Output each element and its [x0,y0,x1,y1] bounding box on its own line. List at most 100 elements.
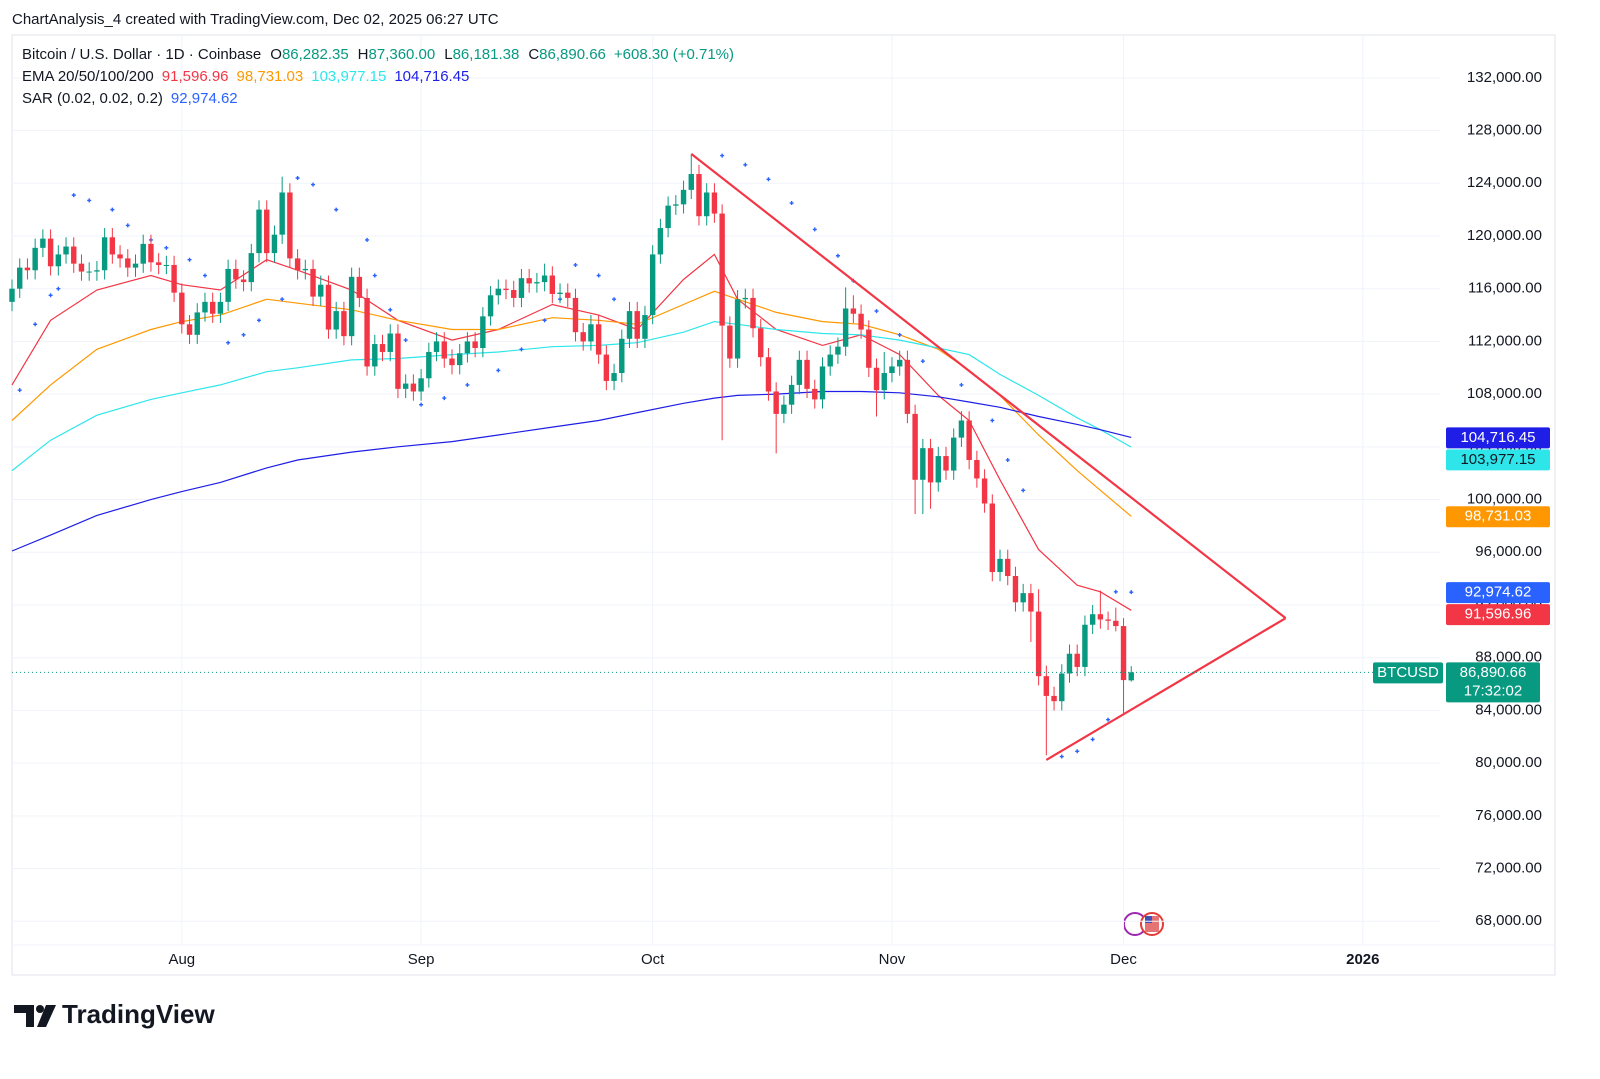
candle-body [773,391,779,414]
candle-body [920,448,926,480]
candle-body [943,456,949,471]
sar-dot [1005,458,1010,463]
candle-body [47,238,54,267]
candle-body [549,275,556,294]
candle-body [225,268,231,302]
candle-body [356,276,363,298]
sar-dot [1106,717,1111,722]
logo-dot [36,1005,44,1013]
frame [11,34,1556,976]
candle-body [1113,620,1119,627]
candle-body [842,308,849,347]
sar-dot [959,382,964,387]
candle-body [904,359,911,414]
candle-body [765,357,772,392]
candle-body [989,503,996,573]
candle-body [557,292,563,294]
candle-body [1012,575,1019,603]
sar-dot [110,207,115,212]
sar-dot [56,286,61,291]
symbol-tag [1373,662,1443,684]
logo [14,1005,56,1027]
candle-body [565,292,571,298]
sar-dot [612,297,617,302]
logo-mark [14,1005,34,1027]
candle-body [17,267,23,289]
sar-dot [1075,749,1080,754]
x-tick-label: Aug [168,951,195,968]
candle-body [271,234,278,254]
candle-body [742,297,748,300]
price-tag [1446,604,1550,626]
sar-dot [241,332,246,337]
sar-dot [372,273,377,278]
grid [12,35,1440,945]
price-tag [1446,582,1550,604]
candle-body [912,413,918,480]
candle-body [32,247,38,271]
candle-body [719,213,725,326]
price-tag-label: 91,596.96 [1465,606,1532,623]
x-tick-label: Sep [408,951,435,968]
y-tick-label: 72,000.00 [1475,860,1542,877]
y-tick-label: 96,000.00 [1475,543,1542,560]
sar-dot [1113,589,1118,594]
candle-body [333,311,339,330]
sar-dot [442,396,447,401]
sar-dot [226,340,231,345]
candle-body [125,258,131,268]
credit: ChartAnalysis_4 created with TradingView… [12,11,499,28]
candle-body [186,324,193,335]
brand: TradingView [62,999,215,1029]
price-tag [1446,506,1550,528]
candle-body [179,292,185,325]
price-tag-label: 92,974.62 [1465,584,1532,601]
candle-body [804,359,810,389]
candle-body [688,174,694,190]
sar-dot [187,257,192,262]
sar-dot [164,245,169,250]
logo-mark [37,1005,56,1027]
candle-body [819,366,826,400]
candle-body [140,243,146,264]
candle-body [781,404,787,414]
legend-row: Bitcoin / U.S. Dollar · 1D · Coinbase O86… [22,46,734,63]
sar-dot [835,253,840,258]
candle-body [619,338,625,374]
candle-body [588,324,594,342]
candle-body [634,311,640,339]
y-tick-label: 88,000.00 [1475,649,1542,666]
sar-dot [743,162,748,167]
candle-body [958,420,965,438]
candle-body [1020,593,1026,603]
candle-body [642,315,648,339]
countdown: 17:32:02 [1464,682,1522,699]
candle-body [881,373,887,391]
candle-body [456,353,463,366]
sar-dot [1059,754,1064,759]
trendline [1045,617,1287,761]
sar-dot [33,322,38,327]
sar-dot [897,332,902,337]
candle-body [673,204,679,206]
sar-dot [542,318,547,323]
candle-body [117,254,123,259]
plot [9,153,1440,761]
candle-body [302,268,309,271]
candle-body [750,297,756,329]
candle-body [418,378,424,392]
candle-body [503,288,509,291]
candle-body [1066,653,1073,674]
candle-body [364,297,370,367]
price-tag-label: 86,890.66 [1460,664,1527,681]
legend-value: 87,360.00 [369,46,436,63]
candle-body [1043,676,1050,696]
sar-dot [990,418,995,423]
flag-canton [1145,916,1152,923]
y-tick-label: 116,000.00 [1468,280,1542,297]
candle-body [541,275,548,283]
sar-dot [573,262,578,267]
legend-key: H [358,46,369,63]
candle-body [649,254,656,316]
y-tick-label: 76,000.00 [1475,807,1542,824]
